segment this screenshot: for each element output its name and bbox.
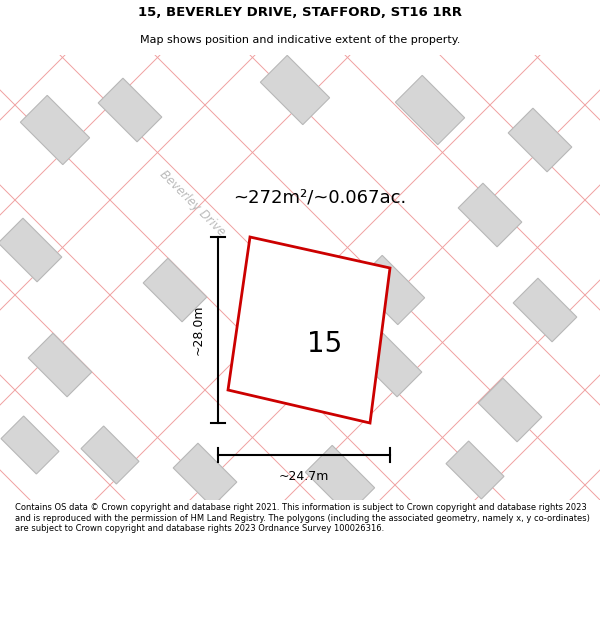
Polygon shape — [305, 446, 374, 514]
Polygon shape — [81, 426, 139, 484]
Polygon shape — [395, 76, 464, 144]
Polygon shape — [513, 278, 577, 342]
Polygon shape — [98, 78, 162, 142]
Polygon shape — [478, 378, 542, 442]
Text: Contains OS data © Crown copyright and database right 2021. This information is : Contains OS data © Crown copyright and d… — [15, 503, 590, 533]
Text: ~24.7m: ~24.7m — [279, 471, 329, 484]
Text: 15: 15 — [307, 331, 342, 359]
Text: ~28.0m: ~28.0m — [191, 305, 205, 355]
Polygon shape — [143, 258, 207, 322]
Polygon shape — [446, 441, 504, 499]
Polygon shape — [228, 237, 390, 423]
Polygon shape — [260, 56, 329, 124]
Text: Map shows position and indicative extent of the property.: Map shows position and indicative extent… — [140, 34, 460, 44]
Text: ~272m²/~0.067ac.: ~272m²/~0.067ac. — [233, 188, 407, 206]
Polygon shape — [0, 218, 62, 282]
Text: Beverley Drive: Beverley Drive — [157, 168, 227, 238]
Polygon shape — [358, 333, 422, 397]
Polygon shape — [458, 183, 522, 247]
Polygon shape — [20, 96, 89, 164]
Polygon shape — [355, 256, 425, 324]
Polygon shape — [173, 443, 237, 507]
Polygon shape — [1, 416, 59, 474]
Polygon shape — [28, 333, 92, 397]
Text: 15, BEVERLEY DRIVE, STAFFORD, ST16 1RR: 15, BEVERLEY DRIVE, STAFFORD, ST16 1RR — [138, 6, 462, 19]
Polygon shape — [508, 108, 572, 172]
